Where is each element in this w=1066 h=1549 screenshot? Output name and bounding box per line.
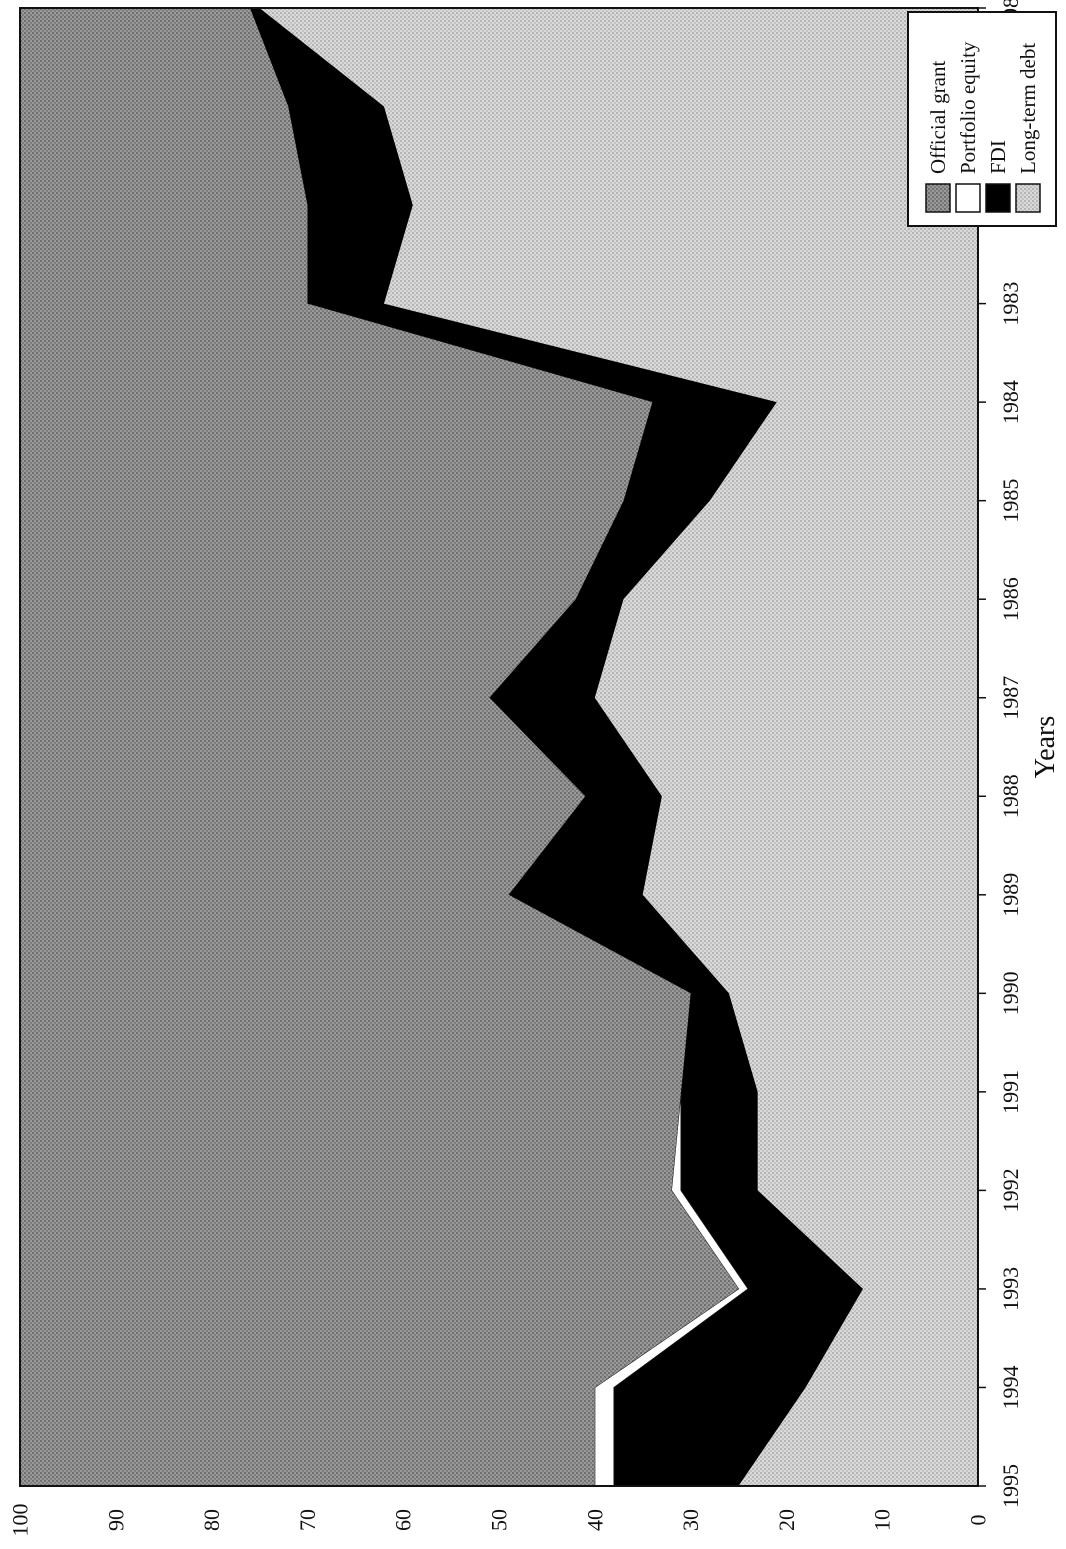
x-tick-label: 1986: [998, 577, 1023, 621]
x-tick-label: 1988: [998, 774, 1023, 818]
x-tick-label: 1993: [998, 1267, 1023, 1311]
x-tick-label: 1989: [998, 873, 1023, 917]
y-tick-label-bottom: 30: [678, 1509, 703, 1531]
x-tick-label: 1991: [998, 1070, 1023, 1114]
legend: Official grant Portfolio equity FDI Long-te…: [907, 11, 1057, 227]
x-tick-label: 1990: [998, 971, 1023, 1015]
y-tick-label-bottom: 70: [295, 1509, 320, 1531]
legend-swatch-long-term-debt: [1015, 183, 1041, 213]
area-series-group: [20, 7, 978, 1487]
x-tick-label: 1983: [998, 282, 1023, 326]
y-tick-label-bottom: 0: [966, 1515, 991, 1526]
plot-frame: [19, 7, 979, 1487]
y-tick-label-bottom: 40: [582, 1509, 607, 1531]
legend-swatch-fdi: [985, 183, 1011, 213]
area-official-grant: [20, 8, 739, 1486]
y-tick-label-bottom: 60: [391, 1509, 416, 1531]
legend-swatch-official-grant: [925, 183, 951, 213]
x-tick-label: 1987: [998, 676, 1023, 720]
legend-label-long-term-debt: Long-term debt: [1016, 43, 1040, 174]
legend-label-portfolio-equity: Portfolio equity: [956, 41, 980, 174]
y-tick-label-bottom: 100: [8, 1504, 33, 1537]
x-tick-label: 1992: [998, 1168, 1023, 1212]
x-tick-label: 1985: [998, 479, 1023, 523]
area-long-term-debt: [259, 8, 978, 1486]
x-tick-label: 1984: [998, 380, 1023, 424]
y-tick-label-bottom: 20: [774, 1509, 799, 1531]
y-tick-label-bottom: 10: [870, 1509, 895, 1531]
area-fdi: [249, 8, 863, 1486]
x-tick-label: 1995: [998, 1464, 1023, 1508]
y-axis-left-ticks: 0 10 20 30 40 50 60 70 80 90 100: [8, 1504, 991, 1537]
legend-label-official-grant: Official grant: [926, 61, 950, 174]
y-tick-label-bottom: 80: [199, 1509, 224, 1531]
x-tick-label: 1994: [998, 1365, 1023, 1409]
legend-label-fdi: FDI: [986, 140, 1010, 174]
x-axis-title: Years: [1030, 716, 1061, 779]
y-tick-label-bottom: 90: [103, 1509, 128, 1531]
legend-swatch-portfolio-equity: [955, 183, 981, 213]
y-tick-label-bottom: 50: [487, 1509, 512, 1531]
